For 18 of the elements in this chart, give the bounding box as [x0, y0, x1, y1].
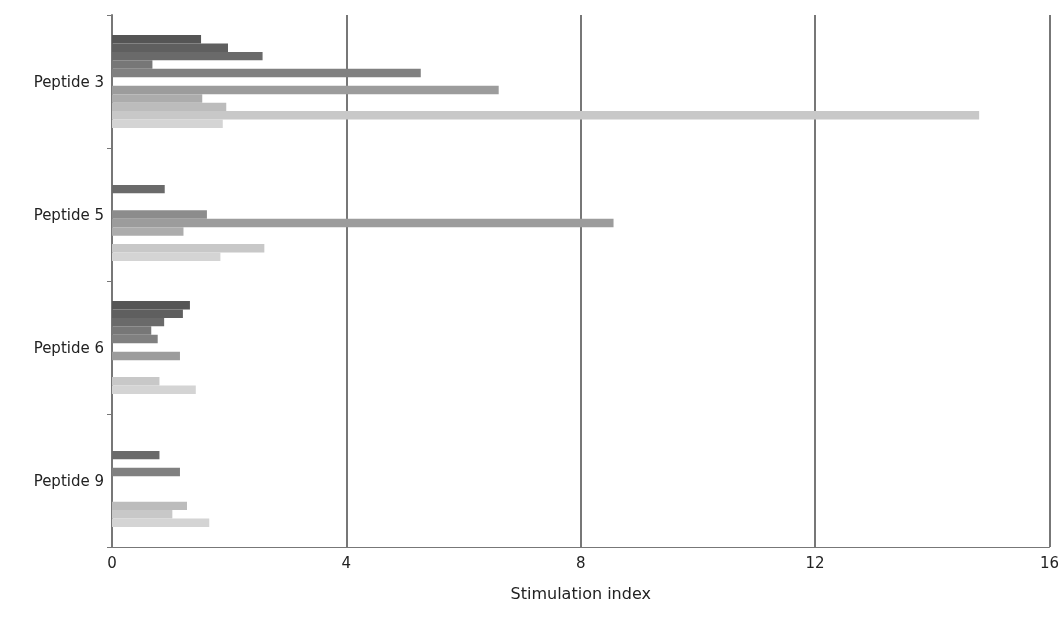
- bar: [112, 450, 160, 460]
- y-tick-label: Peptide 6: [33, 338, 104, 357]
- bar: [112, 218, 614, 228]
- y-tick-label: Peptide 5: [33, 205, 104, 224]
- y-tick-label: Peptide 3: [33, 72, 104, 91]
- bar: [112, 184, 165, 194]
- x-tick-label: 4: [341, 553, 352, 572]
- bar: [112, 351, 180, 361]
- bar: [112, 94, 203, 103]
- x-axis-title: Stimulation index: [510, 583, 651, 603]
- y-tick-label: Peptide 9: [33, 471, 104, 490]
- bar: [112, 227, 184, 236]
- x-tick-label: 8: [575, 553, 586, 572]
- bar: [112, 85, 499, 95]
- x-tick-label: 16: [1039, 553, 1059, 572]
- x-tick-label: 12: [805, 553, 825, 572]
- x-tick-label: 0: [107, 553, 117, 572]
- bar: [112, 210, 207, 219]
